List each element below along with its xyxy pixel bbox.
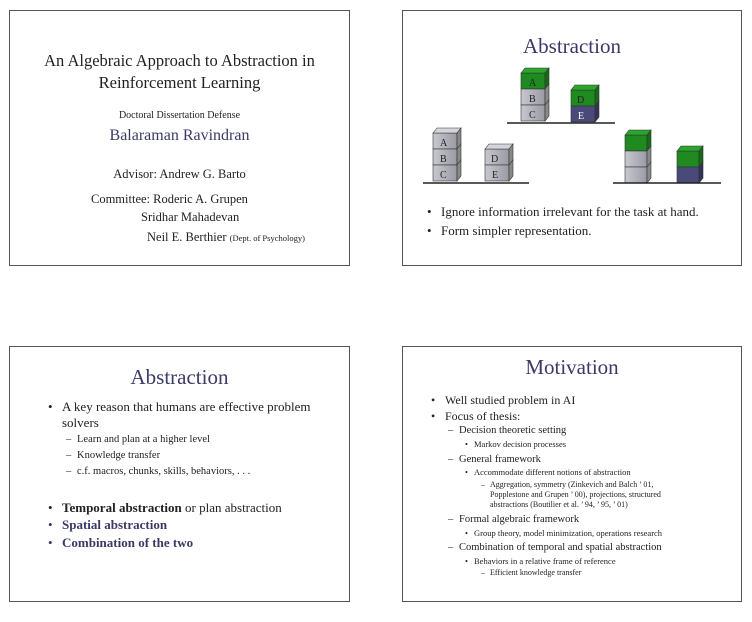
slide-abstraction-blocks: Abstraction A B C <box>402 10 742 266</box>
slide4-subsub-group: • Group theory, model minimization, opera… <box>465 528 663 538</box>
slide1-subtitle: Doctoral Dissertation Defense <box>118 110 241 121</box>
block-c-gray-left <box>432 159 462 182</box>
block-top-green-right <box>624 129 652 152</box>
slide-abstraction-text: Abstraction • A key reason that humans ar… <box>9 346 350 602</box>
slide4-sub-formal: – Formal algebraic framework <box>448 514 580 525</box>
slide1-title-line2: Reinforcement Learning <box>98 73 261 92</box>
slide3-bullet-1: • A key reason that humans are effective … <box>48 399 311 414</box>
slide4-subsub-mdp: • Markov decision processes <box>465 439 567 449</box>
slide4-detail-aggregation-2: Popplestone and Grupen ’ 00), projection… <box>490 490 661 499</box>
block-c-gray <box>520 99 550 122</box>
slide1-committee-line2: Sridhar Mahadevan <box>141 210 240 224</box>
slide3-title: Abstraction <box>130 365 229 389</box>
slide1-author: Balaraman Ravindran <box>109 127 250 144</box>
slide1-advisor: Advisor: Andrew G. Barto <box>113 167 246 181</box>
label-e-left: E <box>492 170 498 181</box>
block-gray-right-1 <box>624 145 652 168</box>
slide3-sub-3: – c.f. macros, chunks, skills, behaviors,… <box>66 466 251 477</box>
slide-title: An Algebraic Approach to Abstraction in … <box>9 10 350 266</box>
block-a-gray <box>432 127 462 150</box>
slide4-bullet-1: • Well studied problem in AI <box>431 393 576 407</box>
committee-member-name: Neil E. Berthier <box>147 230 227 244</box>
slide3-sub-1: – Learn and plan at a higher level <box>66 434 210 445</box>
label-c-top: C <box>529 110 536 121</box>
blocks-diagram: A B C D E A B C <box>423 67 721 184</box>
slide3-bullet-1-cont: solvers <box>62 415 99 430</box>
slide1-committee-line3: Neil E. Berthier (Dept. of Psychology) <box>147 230 305 245</box>
slide4-subsub-accommodate: • Accommodate different notions of abstra… <box>465 467 631 477</box>
block-navy-right <box>676 161 704 184</box>
slide-motivation: Motivation • Well studied problem in AI •… <box>402 346 742 602</box>
block-d-gray <box>484 143 514 166</box>
label-b-top: B <box>529 94 536 105</box>
slide3-bullet-temporal: • Temporal abstraction or plan abstractio… <box>48 500 282 515</box>
label-a-left: A <box>440 138 448 149</box>
block-e-gray <box>484 159 514 182</box>
slide3-sub-2: – Knowledge transfer <box>66 450 161 461</box>
slide3-bullet-spatial: • Spatial abstraction <box>48 517 168 532</box>
block-gray-right-2 <box>624 161 652 184</box>
slide4-detail-aggregation-1: – Aggregation, symmetry (Zinkevich and Ba… <box>481 480 654 489</box>
block-e-navy <box>570 100 600 123</box>
slide4-sub-combination: – Combination of temporal and spatial abs… <box>448 542 662 553</box>
slide2-title: Abstraction <box>523 34 621 58</box>
slide2-bullet-2: • Form simpler representation. <box>427 223 592 238</box>
label-b-left: B <box>440 154 447 165</box>
slide1-committee-line1: Committee: Roderic A. Grupen <box>91 192 248 206</box>
label-e-top: E <box>578 111 584 122</box>
label-d-left: D <box>491 154 498 165</box>
label-c-left: C <box>440 170 447 181</box>
label-a-top: A <box>529 78 537 89</box>
slide4-sub-decision: – Decision theoretic setting <box>448 425 567 436</box>
slide4-subsub-behaviors: • Behaviors in a relative frame of refere… <box>465 556 616 566</box>
slide2-bullet-1: • Ignore information irrelevant for the t… <box>427 204 699 219</box>
committee-member-note: (Dept. of Psychology) <box>229 233 305 243</box>
slide4-bullet-2: • Focus of thesis: <box>431 409 521 423</box>
block-d-green <box>570 84 600 107</box>
slide4-detail-transfer: – Efficient knowledge transfer <box>481 568 582 577</box>
slide4-sub-general: – General framework <box>448 454 541 465</box>
block-green-right-2 <box>676 145 704 168</box>
slide4-title: Motivation <box>525 355 619 379</box>
slide1-title-line1: An Algebraic Approach to Abstraction in <box>44 51 315 70</box>
label-d-top: D <box>577 95 584 106</box>
slide3-bullet-combination: • Combination of the two <box>48 535 194 550</box>
slide4-detail-aggregation-3: abstractions (Boutilier et al. ’ 94, ’ 9… <box>490 500 628 509</box>
block-a-green <box>520 67 550 90</box>
